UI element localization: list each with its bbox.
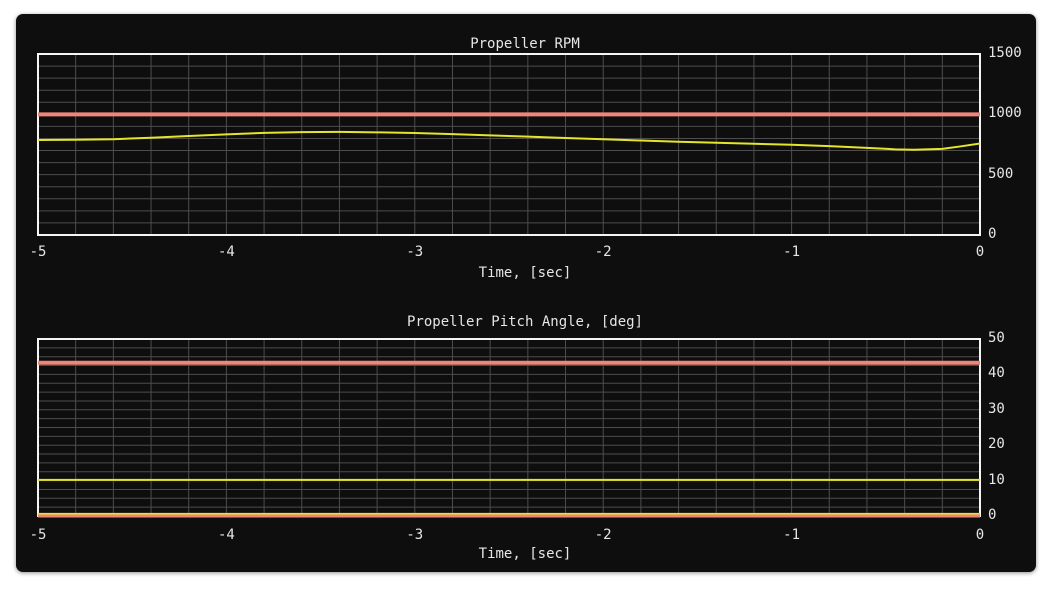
x-tick-label: -5 <box>29 527 47 543</box>
rpm-x-axis-label: Time, [sec] <box>478 265 572 281</box>
x-tick-label: 0 <box>975 527 985 543</box>
x-tick-label: -2 <box>594 244 612 260</box>
x-tick-label: 0 <box>975 244 985 260</box>
pitch-x-axis-label: Time, [sec] <box>478 546 572 562</box>
pitch-plot-area <box>37 338 981 518</box>
y-tick-label: 1500 <box>988 45 1022 61</box>
x-tick-label: -3 <box>406 244 424 260</box>
x-tick-label: -4 <box>217 244 235 260</box>
rpm-trace <box>37 130 981 151</box>
y-tick-label: 30 <box>988 400 1005 417</box>
y-tick-label: 20 <box>988 436 1005 453</box>
plot-window-panel: Propeller RPM 1500 1000 500 0 -5 -4 -3 -2 -1 0 Ti… <box>16 14 1036 572</box>
pitch-chart-title: Propeller Pitch Angle, [deg] <box>406 314 643 330</box>
y-tick-label: 0 <box>988 226 997 242</box>
x-tick-label: -2 <box>594 527 612 543</box>
y-tick-label: 10 <box>988 471 1005 488</box>
y-tick-label: 500 <box>988 165 1014 182</box>
x-tick-label: -1 <box>783 244 801 260</box>
rpm-plot-area <box>37 53 981 236</box>
y-tick-label: 1000 <box>988 105 1022 122</box>
x-tick-label: -1 <box>783 527 801 543</box>
x-tick-label: -5 <box>29 244 47 260</box>
y-tick-label: 40 <box>988 365 1005 382</box>
x-tick-label: -4 <box>217 527 235 543</box>
x-tick-label: -3 <box>406 527 424 543</box>
y-tick-label: 0 <box>988 507 997 523</box>
y-tick-label: 50 <box>988 330 1005 346</box>
rpm-chart-title: Propeller RPM <box>470 36 580 52</box>
